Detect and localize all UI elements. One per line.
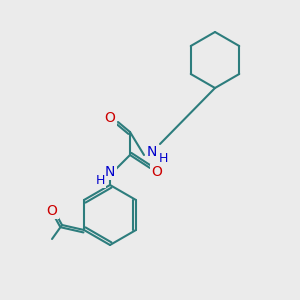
- Text: N: N: [147, 145, 157, 159]
- Text: N: N: [105, 165, 115, 179]
- Text: O: O: [152, 165, 162, 179]
- Text: O: O: [46, 204, 58, 218]
- Text: O: O: [105, 111, 116, 125]
- Text: H: H: [95, 173, 105, 187]
- Text: H: H: [158, 152, 168, 166]
